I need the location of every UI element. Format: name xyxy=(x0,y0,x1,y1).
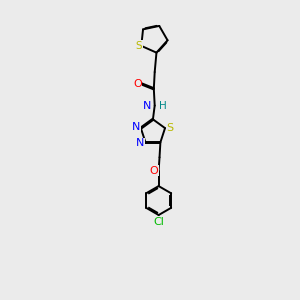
Text: S: S xyxy=(167,123,173,133)
Text: N: N xyxy=(143,100,152,111)
Text: H: H xyxy=(159,100,167,111)
Text: N: N xyxy=(132,122,140,132)
Text: O: O xyxy=(133,79,142,88)
Text: Cl: Cl xyxy=(153,217,164,227)
Text: O: O xyxy=(149,166,158,176)
Text: N: N xyxy=(136,138,145,148)
Text: S: S xyxy=(136,41,142,51)
